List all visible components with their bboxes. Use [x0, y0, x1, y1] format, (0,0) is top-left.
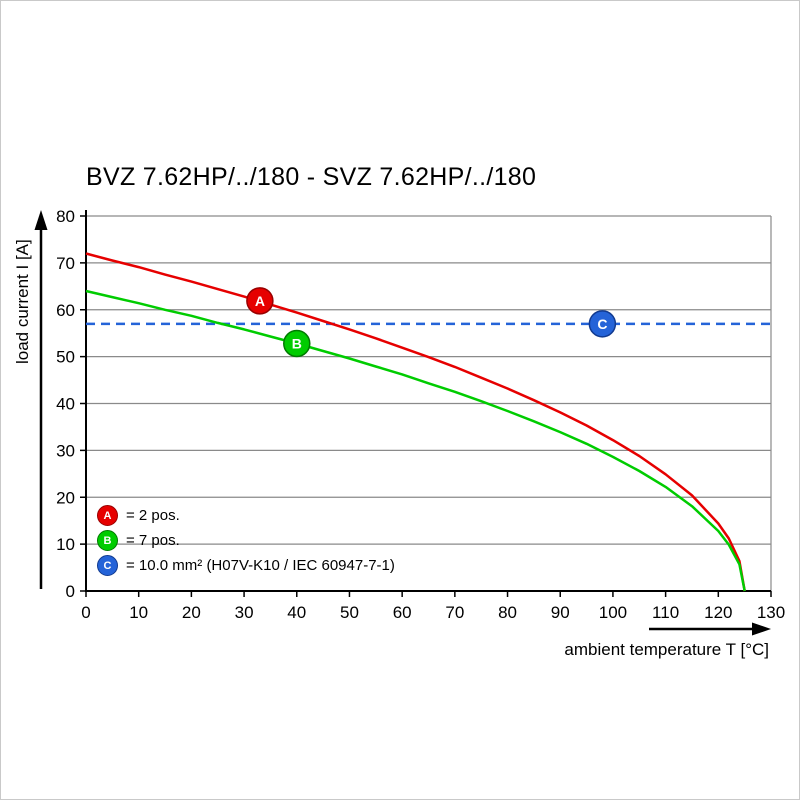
svg-text:20: 20: [182, 603, 201, 622]
curve-B: [85, 289, 746, 592]
svg-text:B: B: [292, 336, 302, 352]
svg-text:80: 80: [56, 207, 75, 226]
svg-text:120: 120: [704, 603, 732, 622]
svg-text:C: C: [597, 316, 607, 332]
svg-text:50: 50: [56, 348, 75, 367]
svg-text:60: 60: [56, 301, 75, 320]
svg-text:20: 20: [56, 488, 75, 507]
legend-label-c: = 10.0 mm² (H07V-K10 / IEC 60947-7-1): [126, 557, 395, 574]
svg-text:70: 70: [445, 603, 464, 622]
svg-text:0: 0: [81, 603, 90, 622]
x-axis-label: ambient temperature T [°C]: [564, 640, 769, 659]
svg-text:10: 10: [129, 603, 148, 622]
axes: [85, 210, 771, 592]
legend-item-b: B = 7 pos.: [97, 528, 395, 553]
svg-text:10: 10: [56, 535, 75, 554]
axis-arrow-icons: [34, 210, 771, 636]
svg-text:110: 110: [652, 603, 679, 622]
legend-marker-a-icon: A: [97, 505, 118, 526]
svg-text:30: 30: [56, 441, 75, 460]
svg-text:40: 40: [56, 395, 75, 414]
svg-text:A: A: [255, 293, 265, 309]
legend-label-b: = 7 pos.: [126, 532, 180, 549]
svg-text:30: 30: [235, 603, 254, 622]
gridlines: [86, 215, 772, 591]
legend-marker-c-icon: C: [97, 555, 118, 576]
legend-item-c: C = 10.0 mm² (H07V-K10 / IEC 60947-7-1): [97, 553, 395, 578]
svg-text:0: 0: [66, 582, 75, 601]
svg-text:80: 80: [498, 603, 517, 622]
chart-title: BVZ 7.62HP/../180 - SVZ 7.62HP/../180: [86, 163, 537, 191]
svg-text:50: 50: [340, 603, 359, 622]
marker-A-icon: A: [246, 287, 274, 315]
svg-text:60: 60: [393, 603, 412, 622]
marker-B-icon: B: [283, 329, 311, 358]
tick-labels: 0 10 20 30 40 50 60 70 80 0 10 20 30 40 50 60 70 80 90 100 1…: [56, 207, 785, 622]
legend-item-a: A = 2 pos.: [97, 503, 395, 528]
svg-text:90: 90: [551, 603, 570, 622]
curve-A: [85, 252, 746, 592]
legend-marker-b-icon: B: [97, 530, 118, 551]
svg-text:100: 100: [599, 603, 627, 622]
marker-C-icon: C: [588, 310, 617, 338]
svg-text:130: 130: [757, 603, 785, 622]
chart-legend: A = 2 pos. B = 7 pos. C = 10.0 mm² (H07V…: [97, 503, 395, 578]
svg-text:40: 40: [287, 603, 306, 622]
svg-text:70: 70: [56, 254, 75, 273]
legend-label-a: = 2 pos.: [126, 507, 180, 524]
